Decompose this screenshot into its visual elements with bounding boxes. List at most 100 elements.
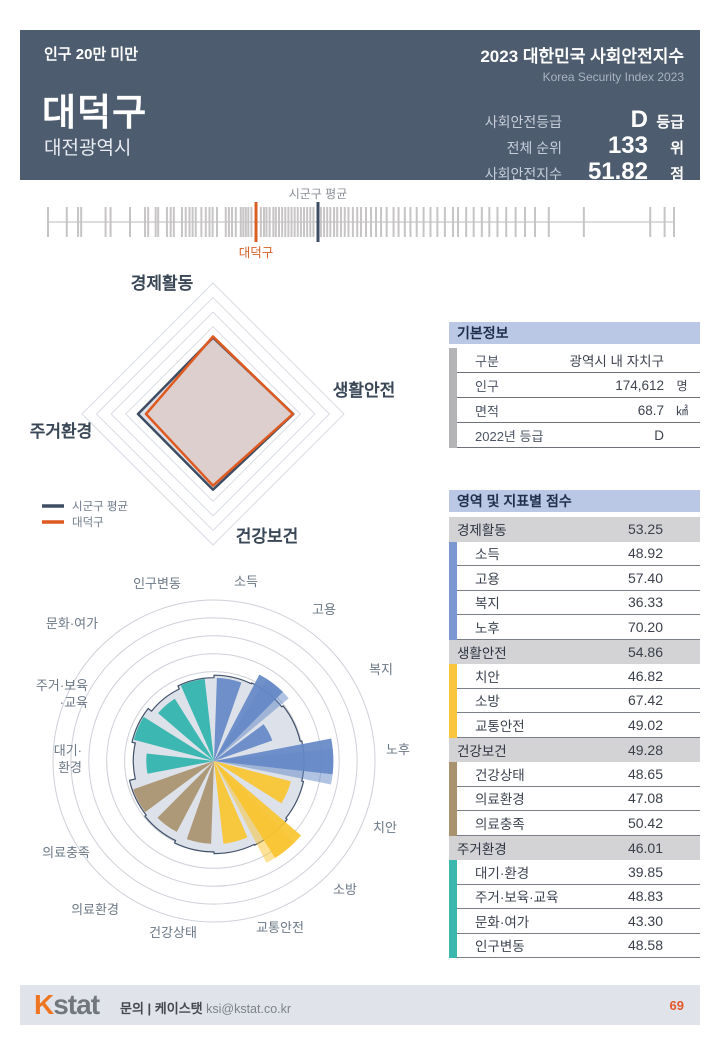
score-section-value: 46.01 <box>627 839 663 856</box>
score-indicator-row: 의료충족 50.42 <box>449 811 700 836</box>
population-badge: 인구 20만 미만 <box>44 46 139 63</box>
kstat-logo-stat: stat <box>53 989 100 1020</box>
radar-series-1 <box>144 335 295 487</box>
score-section-row: 건강보건 49.28 <box>449 737 700 762</box>
score-section-row: 주거환경 46.01 <box>449 835 700 860</box>
stat-grade-label: 사회안전등급 <box>484 114 562 130</box>
score-indicator-row: 소방 67.42 <box>449 689 700 713</box>
score-indicator-row: 주거·보육·교육 48.83 <box>449 885 700 909</box>
score-indicator-group: 치안 46.82 소방 67.42 교통안전 49.02 <box>449 664 700 738</box>
marker-label-district: 대덕구 <box>239 246 274 260</box>
basic-info-value: 174,612 <box>615 377 664 393</box>
kstat-logo-k: K <box>34 989 54 1020</box>
score-indicator-value: 49.02 <box>627 716 663 733</box>
radar-axis-label: 경제활동 <box>131 273 194 293</box>
score-group-color-bar <box>449 541 457 640</box>
basic-info-unit: 명 <box>676 378 688 393</box>
radar-axis-label: 건강보건 <box>236 527 299 546</box>
rose-axis-label: 의료환경 <box>71 902 119 917</box>
score-indicator-label: 주거·보육·교육 <box>475 890 559 906</box>
basic-info-row: 인구 174,612 명 <box>449 373 700 398</box>
score-indicator-row: 교통안전 49.02 <box>449 713 700 738</box>
score-indicator-row: 건강상태 48.65 <box>449 762 700 787</box>
score-indicator-group: 건강상태 48.65 의료환경 47.08 의료충족 50.42 <box>449 762 700 836</box>
score-indicator-value: 70.20 <box>627 618 663 635</box>
score-section-name: 경제활동 <box>457 523 507 539</box>
rose-wedge-9 <box>133 761 214 813</box>
score-indicator-value: 57.40 <box>627 569 663 586</box>
radar-ring <box>95 296 331 532</box>
rose-wedge-10 <box>146 753 214 774</box>
rose-axis-label: 소방 <box>333 882 357 897</box>
score-indicator-value: 67.42 <box>627 692 663 709</box>
district-title: 대덕구 <box>42 92 148 133</box>
score-section-value: 53.25 <box>627 521 663 538</box>
score-indicator-label: 소방 <box>475 694 500 710</box>
score-indicator-label: 문화·여가 <box>475 914 530 930</box>
rose-axis-label: 건강상태 <box>149 925 197 940</box>
rose-ring <box>88 635 340 887</box>
score-indicator-group: 대기·환경 39.85 주거·보육·교육 48.83 문화·여가 43.30 인구변동 48.… <box>449 860 700 958</box>
rose-wedge-6 <box>214 761 248 844</box>
scores-body: 경제활동 53.25 소득 48.92 고용 57.40 복지 36.33 노후 70.20 생활안… <box>449 517 700 958</box>
rose-wedge-11 <box>133 716 214 761</box>
score-indicator-value: 48.83 <box>627 888 663 905</box>
basic-info-body: 구분 광역시 내 자치구 인구 174,612 명 면적 68.7 ㎢ 2022년 등급 D <box>449 348 700 448</box>
rose-wedge-7 <box>186 761 214 844</box>
score-indicator-label: 건강상태 <box>475 767 525 783</box>
score-indicator-label: 노후 <box>475 620 500 636</box>
score-indicator-value: 48.58 <box>627 937 663 954</box>
region-subtitle: 대전광역시 <box>44 138 132 159</box>
radar-axis-label: 주거환경 <box>30 422 93 441</box>
radar-ring <box>110 311 316 517</box>
header-stats: 사회안전등급 D 등급 전체 순위 133 위 사회안전지수 51.82 점 <box>484 106 684 185</box>
stat-score-value: 51.82 <box>587 158 648 185</box>
score-indicator-row: 노후 70.20 <box>449 615 700 640</box>
score-indicator-label: 소득 <box>475 547 500 563</box>
rose-wedge-0 <box>214 677 242 761</box>
basic-info-label: 구분 <box>475 353 499 369</box>
score-indicator-value: 50.42 <box>627 814 663 831</box>
rose-wedge-1 <box>214 678 289 761</box>
stat-rank-label: 전체 순위 <box>506 140 562 156</box>
score-indicator-row: 문화·여가 43.30 <box>449 909 700 934</box>
basic-info-label: 면적 <box>475 403 499 419</box>
rose-ring <box>52 599 376 923</box>
index-title: 2023 대한민국 사회안전지수 <box>480 47 684 66</box>
score-indicator-value: 46.82 <box>627 667 663 684</box>
score-section-value: 49.28 <box>627 741 663 758</box>
rose-axis-label: 대기· <box>54 743 82 758</box>
score-indicator-label: 대기·환경 <box>475 865 530 881</box>
legend-label: 대덕구 <box>72 516 104 529</box>
score-indicator-label: 복지 <box>475 596 500 612</box>
basic-info-row: 구분 광역시 내 자치구 <box>449 348 700 373</box>
rose-axis-label: 교통안전 <box>256 920 304 935</box>
rose-axis-label: 복지 <box>369 662 393 677</box>
radar-ring <box>81 282 345 546</box>
score-group-color-bar <box>449 664 457 738</box>
score-section-value: 54.86 <box>627 643 663 660</box>
rose-wedge-13 <box>180 678 214 761</box>
rose-ring <box>70 617 358 905</box>
rose-axis-label: 의료충족 <box>42 845 90 860</box>
score-group-color-bar <box>449 860 457 958</box>
basic-info-row: 2022년 등급 D <box>449 423 700 448</box>
basic-info-title: 기본정보 <box>449 322 700 344</box>
scores-panel: 영역 및 지표별 점수 경제활동 53.25 소득 48.92 고용 57.40 복지 36.… <box>449 490 700 958</box>
rose-wedge-5 <box>214 761 295 863</box>
strip-ticks <box>47 207 675 237</box>
score-indicator-value: 43.30 <box>627 912 663 929</box>
contact-email: ksi@kstat.co.kr <box>206 1002 292 1016</box>
radar-axis-label: 생활안전 <box>333 380 396 400</box>
basic-info-value: 광역시 내 자치구 <box>569 354 664 369</box>
report-footer: Kstat 문의 | 케이스탯 ksi@kstat.co.kr 69 <box>20 985 700 1025</box>
basic-info-label: 인구 <box>475 378 499 394</box>
score-indicator-row: 복지 36.33 <box>449 591 700 615</box>
stat-rank-value: 133 <box>607 132 648 159</box>
score-indicator-row: 치안 46.82 <box>449 664 700 689</box>
score-section-name: 주거환경 <box>457 841 507 857</box>
scores-title: 영역 및 지표별 점수 <box>449 490 700 512</box>
